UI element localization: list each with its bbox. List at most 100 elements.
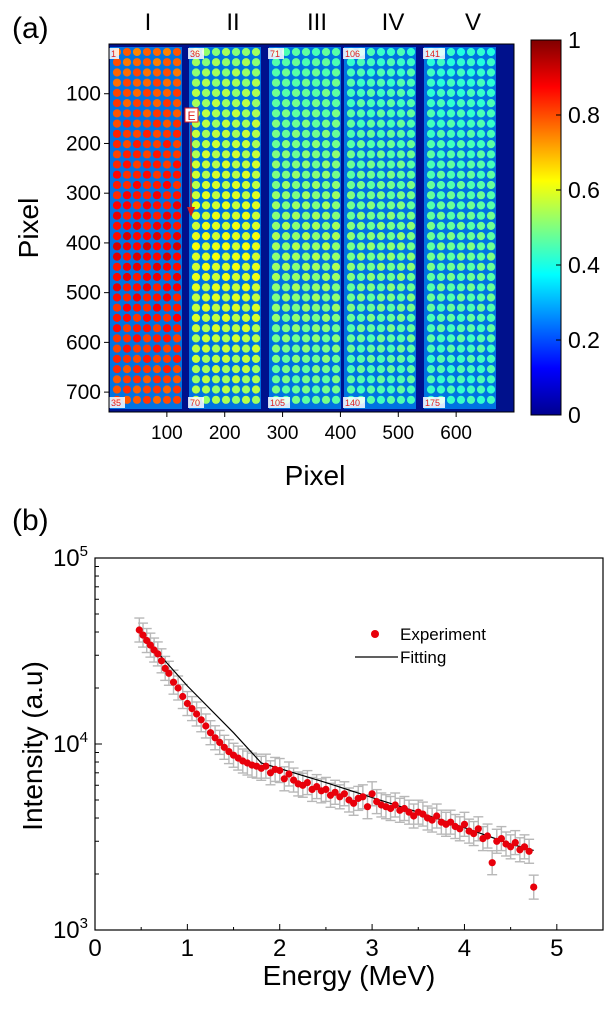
spot xyxy=(466,334,476,343)
spot xyxy=(311,170,321,179)
spot xyxy=(132,334,142,343)
spot xyxy=(436,252,446,261)
spot xyxy=(112,324,122,333)
spot xyxy=(231,99,241,108)
spot-number-box xyxy=(109,48,119,59)
spot xyxy=(172,385,182,394)
spot xyxy=(376,365,386,374)
spot xyxy=(356,324,366,333)
spot xyxy=(356,232,366,241)
spot xyxy=(376,140,386,149)
spot xyxy=(311,109,321,118)
spot xyxy=(211,191,221,200)
spot xyxy=(436,375,446,384)
spot xyxy=(221,140,231,149)
spot xyxy=(201,252,211,261)
spot xyxy=(221,88,231,97)
spot xyxy=(446,99,456,108)
spot xyxy=(241,160,251,169)
spot xyxy=(426,365,436,374)
spot xyxy=(142,293,152,302)
spot xyxy=(251,242,261,251)
data-point xyxy=(391,801,399,809)
spot xyxy=(271,150,281,159)
spot xyxy=(172,129,182,138)
spot xyxy=(356,129,366,138)
spot xyxy=(231,272,241,282)
spot xyxy=(426,221,436,230)
spot xyxy=(331,78,341,87)
spot xyxy=(152,211,162,220)
spot xyxy=(311,242,321,251)
spot xyxy=(346,88,356,97)
spot xyxy=(281,191,291,200)
spot xyxy=(321,140,331,149)
spot xyxy=(152,375,162,384)
spot xyxy=(356,262,366,271)
spot xyxy=(476,180,486,190)
spot xyxy=(291,78,301,87)
spot xyxy=(396,47,406,57)
spot xyxy=(406,88,416,97)
spot xyxy=(281,150,291,159)
spot xyxy=(122,140,132,149)
spot xyxy=(172,68,182,77)
spot xyxy=(376,232,386,241)
spot xyxy=(311,385,321,394)
spot xyxy=(142,119,152,128)
spot xyxy=(281,303,291,312)
spot xyxy=(112,313,122,322)
spot xyxy=(162,365,172,374)
spot xyxy=(396,385,406,394)
spot xyxy=(376,68,386,77)
spot xyxy=(132,262,142,271)
spot xyxy=(446,58,456,67)
spot xyxy=(446,170,456,179)
spot xyxy=(456,395,466,404)
spot xyxy=(476,99,486,108)
spot xyxy=(172,303,182,312)
spot xyxy=(191,221,201,230)
spot xyxy=(291,170,301,179)
spot xyxy=(406,160,416,169)
spot xyxy=(112,201,122,210)
spot xyxy=(366,313,376,322)
spot xyxy=(142,385,152,394)
y-tick-label: 105 xyxy=(53,543,88,572)
spot xyxy=(406,252,416,261)
spot xyxy=(486,293,496,302)
spot xyxy=(426,262,436,271)
spot-number-box xyxy=(423,48,445,59)
spot xyxy=(366,293,376,302)
spot xyxy=(356,252,366,261)
spot xyxy=(426,313,436,322)
spot xyxy=(446,191,456,200)
spot xyxy=(221,180,231,190)
spot xyxy=(311,293,321,302)
spot xyxy=(281,129,291,138)
spot xyxy=(476,119,486,128)
spot xyxy=(376,129,386,138)
spot xyxy=(346,68,356,77)
spot xyxy=(426,242,436,251)
spot xyxy=(122,191,132,200)
spot xyxy=(476,58,486,67)
spot xyxy=(331,140,341,149)
spot xyxy=(281,119,291,128)
spot xyxy=(172,180,182,190)
colorbar-tick-label: 0 xyxy=(568,402,581,428)
spot xyxy=(456,150,466,159)
spot xyxy=(291,150,301,159)
spot xyxy=(366,191,376,200)
spot xyxy=(241,170,251,179)
spot xyxy=(281,88,291,97)
spot xyxy=(291,211,301,220)
plot-frame xyxy=(94,557,604,931)
spot xyxy=(211,324,221,333)
spot xyxy=(211,385,221,394)
spot xyxy=(301,119,311,128)
spot xyxy=(486,109,496,118)
spot xyxy=(331,119,341,128)
spot xyxy=(152,232,162,241)
spot xyxy=(486,221,496,230)
